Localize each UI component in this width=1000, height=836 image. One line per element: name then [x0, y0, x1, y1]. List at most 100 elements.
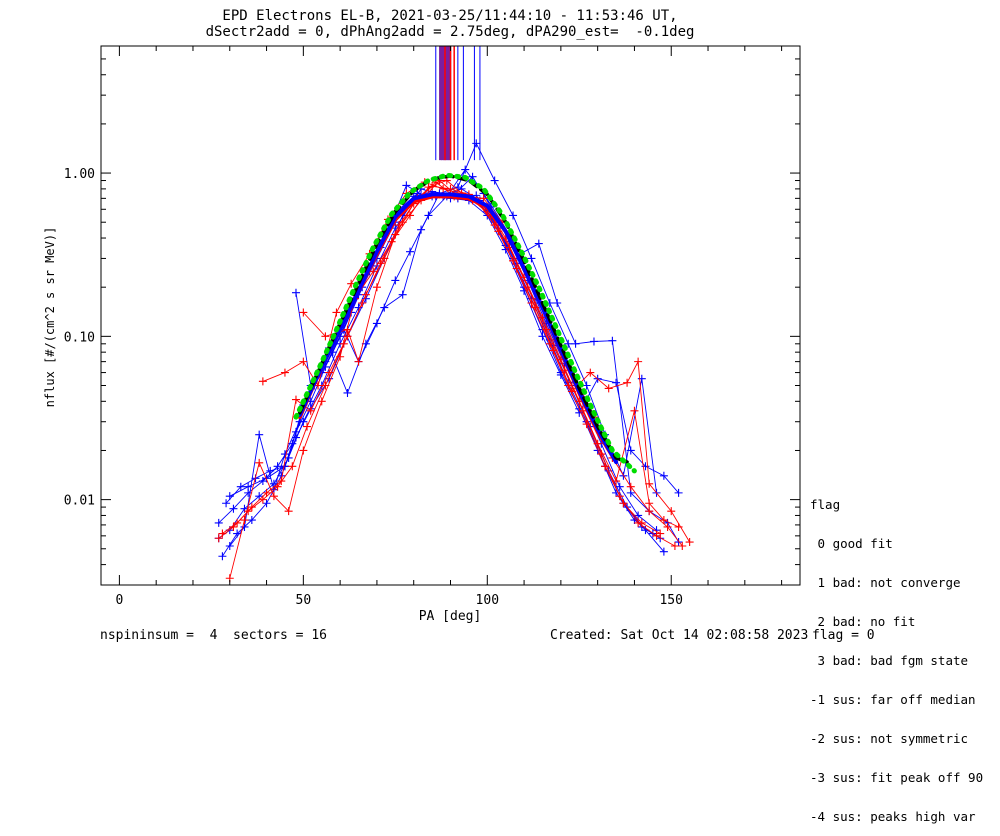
- legend-item-7: -4 sus: peaks high var: [810, 809, 976, 824]
- x-tick-label-3: 150: [659, 593, 682, 608]
- series-8-point-6: [317, 397, 326, 406]
- series-9-point-18: [586, 368, 595, 377]
- y-tick-label-1: 0.10: [64, 330, 95, 345]
- series-11-point-4: [277, 477, 286, 486]
- legend-item-6: -3 sus: fit peak off 90: [810, 770, 984, 785]
- series-6-point-17: [538, 332, 547, 341]
- series-6-point-22: [626, 446, 635, 455]
- series-5-point-11: [391, 276, 400, 285]
- series-8-point-4: [284, 507, 293, 516]
- series-5-point-12: [406, 247, 415, 256]
- series-11-point-16: [490, 221, 499, 230]
- series-9-point-10: [439, 184, 448, 193]
- series-3-point-11: [402, 181, 411, 190]
- series-10-line: [302, 185, 679, 528]
- series-5-point-20: [553, 299, 562, 308]
- x-axis-label: PA [deg]: [419, 609, 482, 624]
- series-6-point-21: [612, 378, 621, 387]
- series-3-point-1: [240, 522, 249, 531]
- series-11-point-11: [398, 218, 407, 227]
- series-1-point-0: [218, 552, 227, 561]
- series-6-point-4: [299, 417, 308, 426]
- legend-item-3: 3 bad: bad fgm state: [810, 653, 969, 668]
- series-4-point-10: [472, 139, 481, 148]
- series-7-point-0: [214, 534, 223, 543]
- series-10-point-20: [659, 516, 668, 525]
- series-9-point-23: [667, 507, 676, 516]
- series-1-point-2: [247, 516, 256, 525]
- series-8-point-11: [406, 211, 415, 220]
- series-8-point-5: [299, 446, 308, 455]
- series-2-point-24: [634, 511, 643, 520]
- x-tick-label-2: 100: [476, 593, 499, 608]
- series-4-point-12: [509, 211, 518, 220]
- legend-item-1: 1 bad: not converge: [810, 575, 961, 590]
- fit-curve-green: [293, 172, 637, 474]
- legend-item-0: 0 good fit: [810, 536, 893, 551]
- series-11-point-8: [343, 332, 352, 341]
- series-11-point-19: [545, 339, 554, 348]
- series-6-point-25: [674, 488, 683, 497]
- series-11-point-7: [325, 368, 334, 377]
- series-9-point-21: [634, 357, 643, 366]
- series-10-point-18: [630, 406, 639, 415]
- series-3-point-25: [659, 547, 668, 556]
- chart-title-line1: EPD Electrons EL-B, 2021-03-25/11:44:10 …: [222, 8, 678, 24]
- series-0-point-3: [255, 492, 264, 501]
- series-11-point-2: [247, 503, 256, 512]
- series-4-point-11: [490, 176, 499, 185]
- series-11-point-22: [601, 462, 610, 471]
- series-4-point-6: [398, 290, 407, 299]
- series-5-point-21: [571, 339, 580, 348]
- series-11-point-0: [218, 529, 227, 538]
- series-1-point-3: [262, 499, 271, 508]
- series-5-point-23: [608, 336, 617, 345]
- x-tick-label-1: 50: [296, 593, 312, 608]
- series-7-line: [218, 181, 676, 547]
- series-10-point-8: [446, 184, 455, 193]
- series-3-point-0: [225, 541, 234, 550]
- series-6-point-23: [641, 462, 650, 471]
- series-6-point-0: [225, 492, 234, 501]
- series-6-point-24: [659, 471, 668, 480]
- chart-title-line2: dSectr2add = 0, dPhAng2add = 2.75deg, dP…: [205, 24, 695, 40]
- series-4-point-15: [564, 339, 573, 348]
- series-11-point-9: [361, 290, 370, 299]
- series-8-point-26: [678, 541, 687, 550]
- series-9-point-19: [604, 384, 613, 393]
- series-3-point-4: [280, 450, 289, 459]
- series-4-point-5: [380, 303, 389, 312]
- chart-plot: 0 50 100 150 0.01 0.10 1.00 PA [deg] nflux [#/…: [43, 45, 801, 624]
- series-6-point-2: [262, 474, 271, 483]
- series-8-point-23: [626, 482, 635, 491]
- series-8-point-25: [663, 522, 672, 531]
- legend-item-5: -2 sus: not symmetric: [810, 731, 969, 746]
- series-8-point-1: [240, 516, 249, 525]
- series-5-point-10: [372, 319, 381, 328]
- series-11-point-6: [306, 406, 315, 415]
- series-10-point-0: [299, 308, 308, 317]
- series-8-point-3: [269, 492, 278, 501]
- series-11-point-17: [509, 256, 518, 265]
- series-9-point-4: [332, 308, 341, 317]
- series-9-point-20: [623, 378, 632, 387]
- series-5-point-1: [236, 482, 245, 491]
- y-tick-label-0: 0.01: [64, 494, 95, 509]
- series-8-point-24: [645, 507, 654, 516]
- y-axis-label: nflux [#/(cm^2 s sr MeV)]: [43, 227, 57, 408]
- series-11-point-10: [380, 254, 389, 263]
- series-4-point-19: [637, 374, 646, 383]
- series-11-point-3: [262, 488, 271, 497]
- x-tick-label-0: 0: [115, 593, 123, 608]
- series-11-line: [222, 179, 661, 534]
- series-8-point-9: [369, 267, 378, 276]
- series-9-point-1: [280, 368, 289, 377]
- series-2-point-1: [229, 504, 238, 513]
- series-6-point-3: [280, 462, 289, 471]
- series-8-line: [229, 179, 683, 579]
- series-5-point-19: [534, 239, 543, 248]
- series-10-point-1: [321, 332, 330, 341]
- series-8-point-15: [479, 194, 488, 203]
- footer-flag: flag = 0: [812, 628, 875, 643]
- series-11-point-24: [637, 518, 646, 527]
